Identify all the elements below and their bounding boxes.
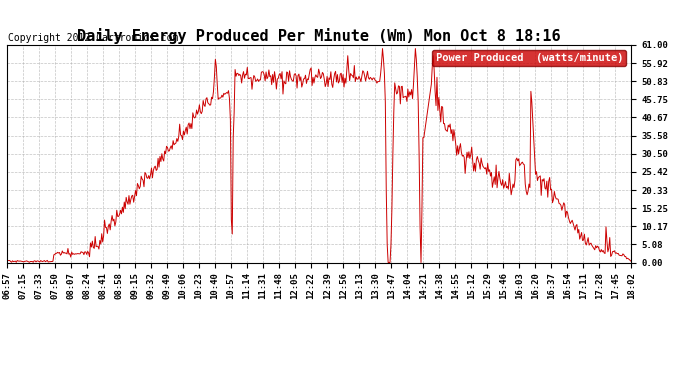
Text: Copyright 2012 Cartronics.com: Copyright 2012 Cartronics.com [8,33,178,43]
Title: Daily Energy Produced Per Minute (Wm) Mon Oct 8 18:16: Daily Energy Produced Per Minute (Wm) Mo… [77,28,561,44]
Legend: Power Produced  (watts/minute): Power Produced (watts/minute) [433,50,626,66]
